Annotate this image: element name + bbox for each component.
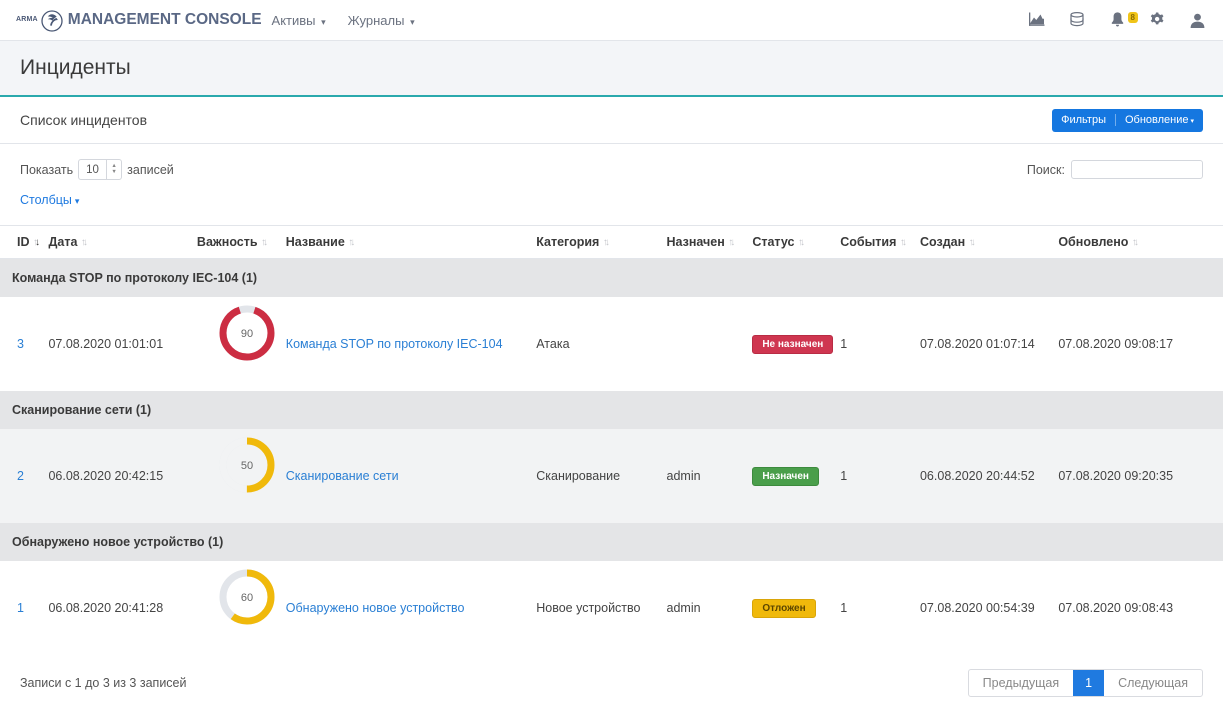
- svg-text:60: 60: [241, 592, 253, 604]
- svg-text:90: 90: [241, 328, 253, 340]
- svg-text:50: 50: [241, 460, 253, 472]
